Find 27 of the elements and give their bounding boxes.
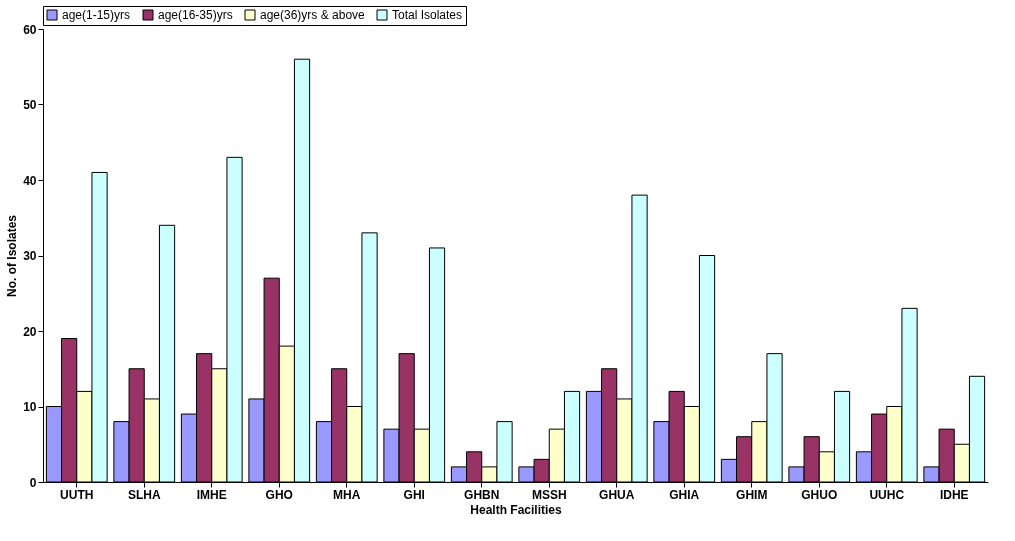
x-tick-label: MHA — [333, 487, 361, 502]
y-tick-label: 20 — [23, 324, 37, 339]
x-tick-label: IMHE — [196, 487, 227, 502]
x-tick-label: GHI — [403, 487, 425, 502]
y-tick-label: 40 — [23, 173, 37, 188]
x-tick-label: GHBN — [464, 487, 500, 502]
legend-label: age(1-15)yrs — [62, 8, 131, 22]
y-tick-label: 50 — [23, 98, 37, 112]
legend-label: age(36)yrs & above — [260, 8, 366, 22]
y-tick-label: 0 — [29, 475, 37, 490]
y-tick-label: 60 — [23, 22, 37, 37]
y-tick-label: 10 — [23, 400, 37, 414]
x-tick-label: GHIA — [669, 487, 700, 502]
x-tick-label: GHIM — [736, 487, 768, 502]
y-axis-title: No. of Isolates — [5, 214, 20, 298]
x-axis-title: Health Facilities — [470, 502, 562, 517]
x-tick-label: IDHE — [939, 487, 969, 502]
x-tick-label: SLHA — [127, 487, 161, 502]
legend-label: age(16-35)yrs — [158, 8, 233, 22]
legend-label: Total Isolates — [392, 8, 463, 22]
x-tick-label: GHO — [265, 487, 293, 502]
x-tick-label: GHUO — [801, 487, 838, 502]
x-tick-label: MSSH — [531, 487, 567, 502]
x-tick-label: UUHC — [869, 487, 905, 502]
y-tick-label: 30 — [23, 249, 37, 263]
x-tick-label: UUTH — [60, 487, 94, 502]
x-tick-label: GHUA — [599, 487, 635, 502]
